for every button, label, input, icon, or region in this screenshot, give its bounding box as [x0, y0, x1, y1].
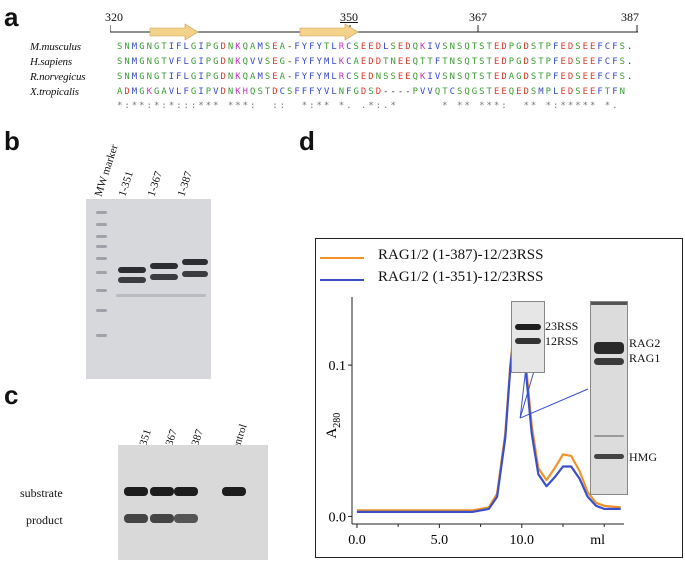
- x-tick-label: 10.0: [510, 533, 535, 548]
- rss-band: [515, 324, 541, 330]
- ruler-number: 367: [469, 10, 487, 24]
- legend-label: RAG1/2 (1-387)-12/23RSS: [378, 247, 544, 263]
- ruler-number: 387: [621, 10, 639, 24]
- faint-band: [594, 435, 624, 437]
- substrate-band: [150, 487, 174, 496]
- y-tick-label: 0.1: [329, 359, 347, 374]
- substrate-band: [222, 487, 246, 496]
- rag2-band: [594, 342, 624, 354]
- protein-inset-gel: [590, 301, 628, 495]
- rss-inset-gel: [511, 301, 545, 373]
- protein-band: [118, 267, 146, 273]
- series-line-1-351: [356, 312, 621, 513]
- lane-label: 1-387: [175, 169, 195, 198]
- cleavage-gel: [118, 445, 268, 560]
- secondary-structure-ruler: [110, 23, 638, 41]
- protein-band: [182, 271, 208, 277]
- marker-band: [96, 334, 107, 337]
- rss-label: 12RSS: [545, 334, 579, 348]
- marker-band: [96, 245, 107, 248]
- panel-label-b: b: [4, 126, 20, 156]
- marker-band: [96, 257, 107, 260]
- lane-label: MW marker: [92, 143, 121, 198]
- y-tick-label: 0.0: [329, 510, 347, 525]
- ruler-number: 350: [340, 10, 358, 24]
- substrate-band: [174, 487, 198, 496]
- hmg-band: [594, 454, 624, 459]
- rss-label: 23RSS: [545, 319, 579, 333]
- gel-top-edge: [591, 302, 627, 305]
- legend-swatch-blue: [320, 279, 364, 281]
- faint-band: [116, 294, 206, 297]
- rag1-band: [594, 358, 624, 365]
- chromatogram-plot: 0.0 0.1 0.0 5.0 10.0 ml A280: [324, 297, 624, 548]
- panel-label-d: d: [299, 126, 315, 156]
- ruler-number: 320: [105, 10, 123, 24]
- connector-line: [519, 366, 527, 419]
- product-band: [174, 514, 198, 523]
- product-band: [124, 514, 148, 523]
- connector-line: [519, 370, 535, 419]
- legend-label: RAG1/2 (1-351)-12/23RSS: [378, 269, 544, 285]
- chromatogram-figure: RAG1/2 (1-387)-12/23RSS RAG1/2 (1-351)-1…: [315, 238, 683, 558]
- marker-band: [96, 271, 107, 274]
- protein-band: [182, 259, 208, 265]
- y-axis-label: A280: [324, 413, 343, 439]
- sds-page-gel: [86, 199, 211, 379]
- marker-band: [96, 211, 107, 214]
- protein-band: [118, 277, 146, 283]
- protein-band: [150, 274, 178, 280]
- marker-band: [96, 235, 107, 238]
- protein-band: [150, 263, 178, 269]
- beta-strand-arrow: [149, 23, 199, 41]
- species-name: R.norvegicus: [30, 71, 86, 83]
- protein-label: RAG2: [629, 336, 661, 350]
- substrate-band: [124, 487, 148, 496]
- product-band: [150, 514, 174, 523]
- marker-band: [96, 223, 107, 226]
- x-tick-label: 5.0: [431, 533, 449, 548]
- species-name: M.musculus: [30, 41, 81, 53]
- conservation-row: *: * *: *: *::: * * * * * *: :: *: * * *. . *:. * * *…: [116, 101, 618, 111]
- legend-swatch-orange: [320, 257, 364, 259]
- lane-label: 1-367: [145, 169, 165, 198]
- lane-label: 1-351: [116, 169, 136, 198]
- marker-band: [96, 289, 107, 292]
- x-axis-label: ml: [590, 533, 605, 548]
- x-tick-label: 0.0: [348, 533, 366, 548]
- row-label: substrate: [20, 486, 63, 500]
- row-label: product: [26, 513, 63, 527]
- marker-band: [96, 309, 107, 312]
- species-name: X.tropicalis: [30, 86, 79, 98]
- protein-label: HMG: [629, 450, 658, 464]
- species-name: H.sapiens: [30, 56, 72, 68]
- rss-band: [515, 338, 541, 344]
- panel-label-a: a: [4, 2, 19, 32]
- protein-label: RAG1: [629, 351, 661, 365]
- connector-line: [519, 388, 589, 419]
- beta-strand-arrow: [299, 23, 359, 41]
- panel-label-c: c: [4, 380, 19, 410]
